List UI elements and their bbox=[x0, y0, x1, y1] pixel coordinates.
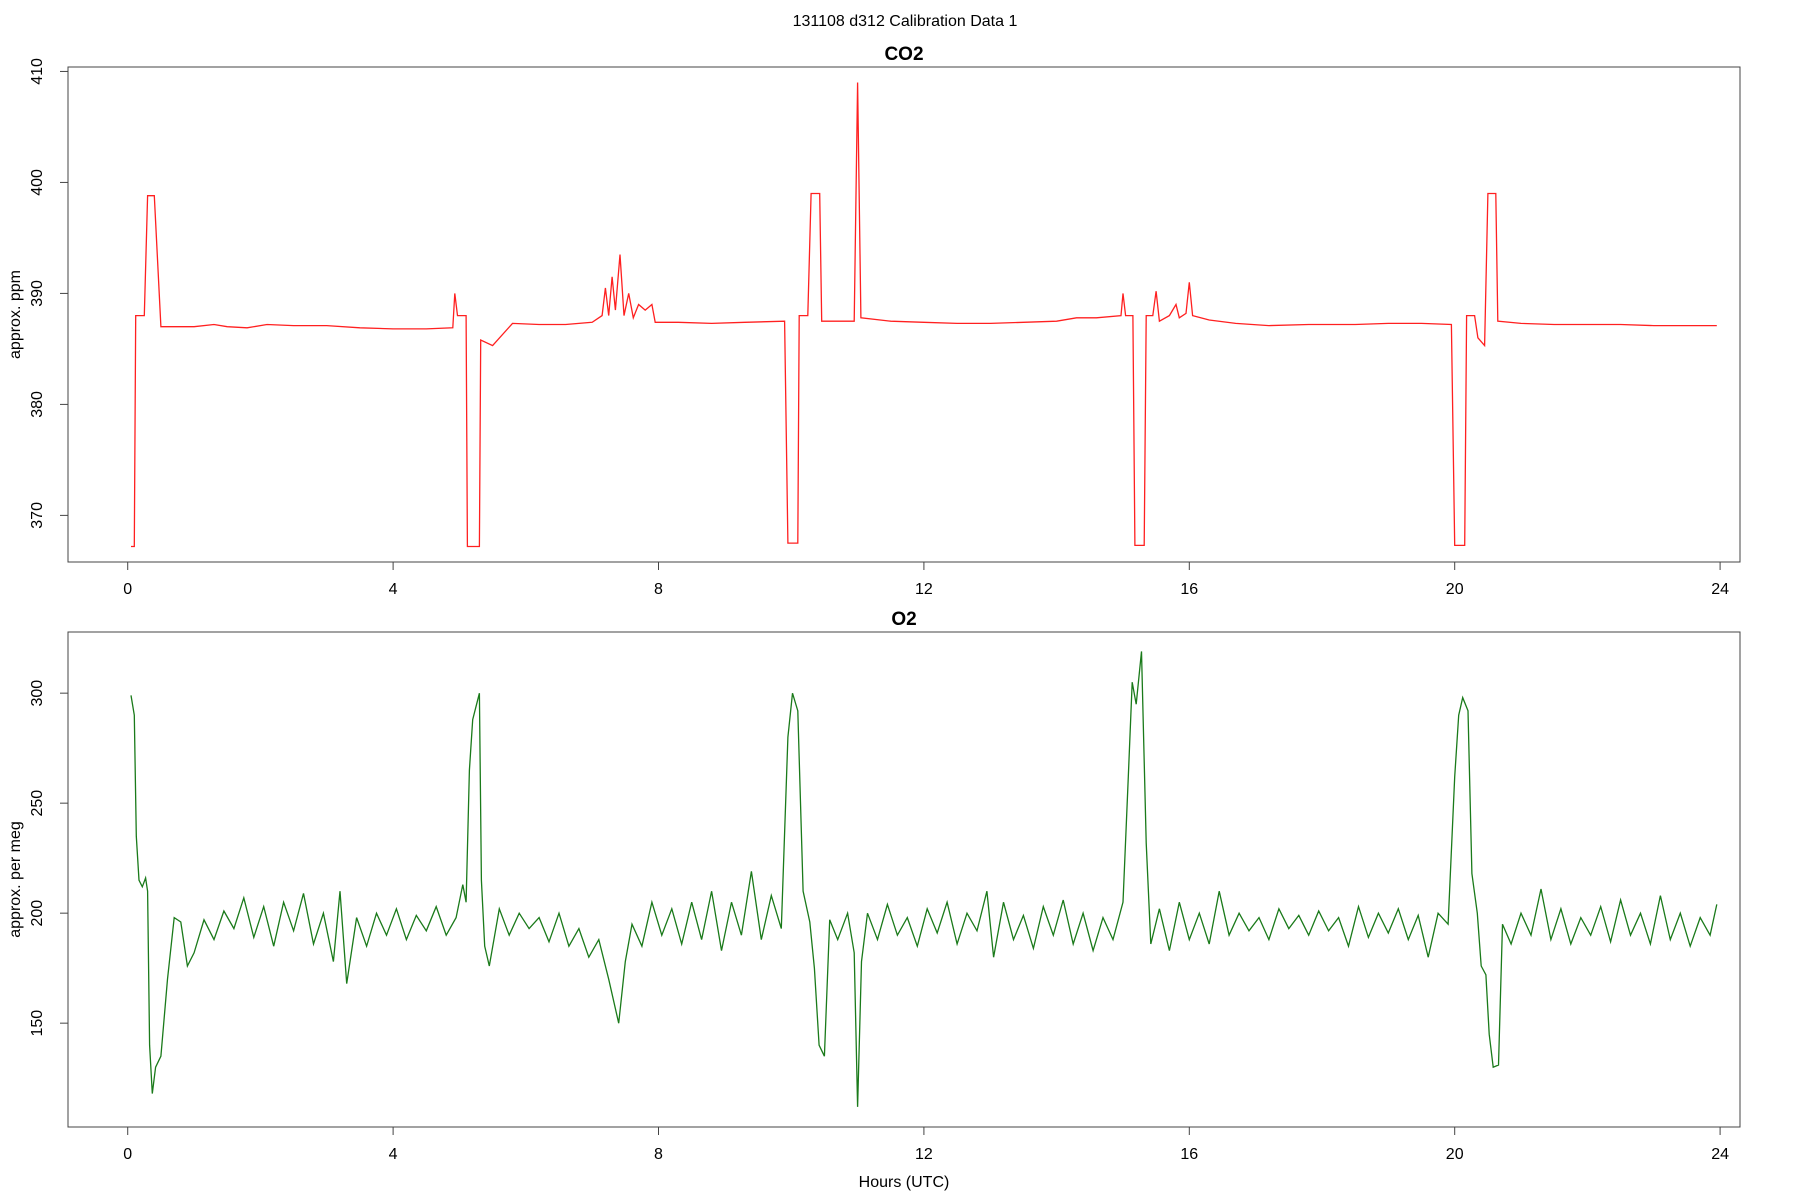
chart-title: O2 bbox=[891, 609, 916, 630]
data-line bbox=[130, 651, 1718, 1107]
x-tick-label: 8 bbox=[654, 1146, 663, 1163]
y-tick-label: 400 bbox=[29, 169, 46, 196]
x-tick-label: 12 bbox=[915, 581, 933, 598]
x-tick-label: 4 bbox=[389, 581, 398, 598]
x-tick-label: 0 bbox=[123, 1146, 132, 1163]
y-tick-label: 250 bbox=[29, 790, 46, 817]
page-title: 131108 d312 Calibration Data 1 bbox=[793, 13, 1018, 30]
x-tick-label: 20 bbox=[1446, 1146, 1464, 1163]
x-tick-label: 24 bbox=[1711, 1146, 1729, 1163]
y-tick-label: 300 bbox=[29, 680, 46, 707]
y-tick-label: 370 bbox=[29, 502, 46, 529]
y-tick-label: 380 bbox=[29, 391, 46, 418]
x-tick-label: 16 bbox=[1180, 1146, 1198, 1163]
y-tick-label: 150 bbox=[29, 1010, 46, 1037]
y-tick-label: 410 bbox=[29, 58, 46, 85]
plot-box bbox=[67, 631, 1741, 1128]
x-axis-label: Hours (UTC) bbox=[859, 1174, 950, 1191]
y-axis-label: approx. ppm bbox=[7, 270, 24, 359]
x-tick-label: 0 bbox=[123, 581, 132, 598]
chart-title: CO2 bbox=[884, 44, 923, 65]
data-line bbox=[131, 82, 1717, 548]
x-tick-label: 16 bbox=[1180, 581, 1198, 598]
y-tick-label: 390 bbox=[29, 280, 46, 307]
x-tick-label: 8 bbox=[654, 581, 663, 598]
x-tick-label: 20 bbox=[1446, 581, 1464, 598]
plot-box bbox=[67, 66, 1741, 563]
x-tick-label: 24 bbox=[1711, 581, 1729, 598]
y-tick-label: 200 bbox=[29, 900, 46, 927]
x-tick-label: 4 bbox=[389, 1146, 398, 1163]
x-tick-label: 12 bbox=[915, 1146, 933, 1163]
y-axis-label: approx. per meg bbox=[7, 821, 24, 938]
